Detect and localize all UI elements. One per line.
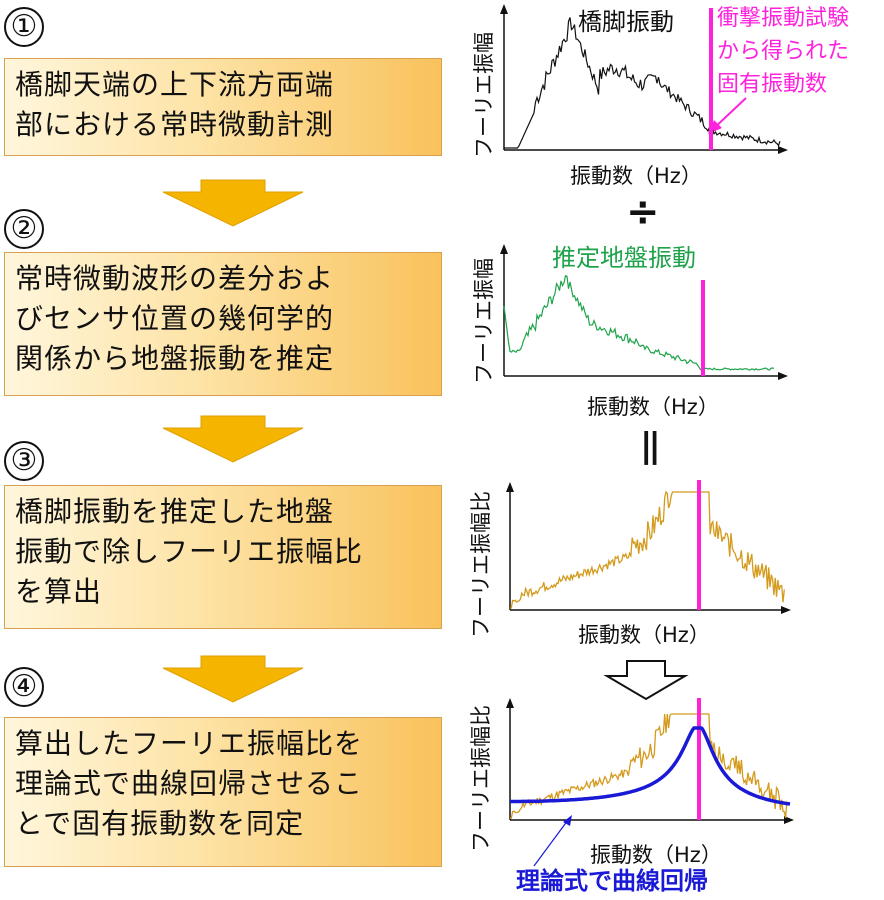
chart-ratio-fit: 振動数（Hz） フーリエ振幅比 (469, 698, 794, 867)
fit-label: 理論式で曲線回帰 (516, 867, 708, 895)
hollow-down-arrow (603, 660, 689, 701)
step-number-2: ② (4, 209, 44, 249)
theoretical-fit-curve (510, 726, 791, 806)
step-number-4: ④ (4, 667, 44, 707)
pier-vibration-series (504, 17, 781, 149)
flow-arrow-1 (162, 179, 304, 227)
step-box-1: 橋脚天端の上下流方両端 部における常時微動計測 (4, 58, 442, 156)
y-axis-label-3: フーリエ振幅比 (469, 491, 493, 638)
step-number-1: ① (4, 7, 44, 47)
ground-vibration-series (503, 274, 775, 371)
x-axis-label-4: 振動数（Hz） (590, 843, 722, 867)
fit-pointer (533, 815, 572, 867)
chart-amplitude-ratio: 振動数（Hz） フーリエ振幅比 (469, 480, 791, 647)
x-axis-label-3: 振動数（Hz） (578, 623, 710, 647)
chart-ground-vibration: 推定地盤振動 振動数（Hz） フーリエ振幅 (472, 244, 788, 419)
y-axis-label-2: フーリエ振幅 (472, 258, 496, 384)
flow-arrow-3 (162, 655, 304, 703)
flow-arrow-2 (162, 415, 304, 463)
step-number-3: ③ (4, 441, 44, 481)
step-box-4: 算出したフーリエ振幅比を 理論式で曲線回帰させるこ とで固有振動数を同定 (4, 717, 442, 867)
y-axis-label-4: フーリエ振幅比 (469, 705, 493, 852)
chart-pier-vibration: 橋脚振動 振動数（Hz） フーリエ振幅 (472, 4, 788, 188)
y-axis-label-1: フーリエ振幅 (472, 32, 496, 158)
divide-operator: ÷ (626, 189, 660, 235)
natural-frequency-label: 衝撃振動試験 から得られた 固有振動数 (717, 6, 850, 97)
step-box-3: 橋脚振動を推定した地盤 振動で除しフーリエ振幅比 を算出 (4, 485, 442, 629)
equals-operator: || (640, 426, 661, 466)
step-box-2: 常時微動波形の差分およ びセンサ位置の幾何学的 関係から地盤振動を推定 (4, 252, 442, 396)
chart-title-ground: 推定地盤振動 (552, 244, 696, 272)
x-axis-label-2: 振動数（Hz） (587, 395, 719, 419)
amplitude-ratio-series (510, 490, 785, 609)
chart-title-pier: 橋脚振動 (578, 8, 674, 36)
amplitude-ratio-series-2 (510, 713, 788, 819)
x-axis-label-1: 振動数（Hz） (570, 164, 702, 188)
